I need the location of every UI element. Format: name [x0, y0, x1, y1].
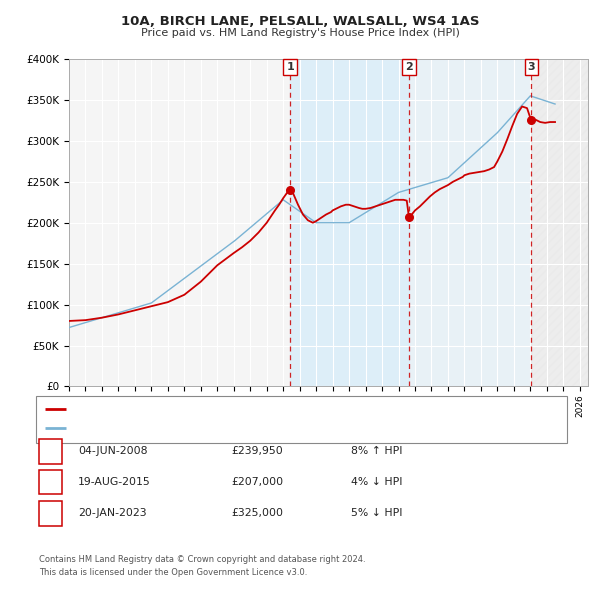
- Text: 19-AUG-2015: 19-AUG-2015: [78, 477, 151, 487]
- Bar: [409, 59, 531, 386]
- Text: 1: 1: [286, 62, 294, 72]
- Text: £239,950: £239,950: [231, 447, 283, 456]
- Text: 20-JAN-2023: 20-JAN-2023: [78, 509, 146, 518]
- Text: 3: 3: [47, 509, 54, 518]
- Text: 10A, BIRCH LANE, PELSALL, WALSALL, WS4 1AS: 10A, BIRCH LANE, PELSALL, WALSALL, WS4 1…: [121, 15, 479, 28]
- Text: 2: 2: [405, 62, 413, 72]
- Bar: [531, 59, 588, 386]
- Text: Contains HM Land Registry data © Crown copyright and database right 2024.
This d: Contains HM Land Registry data © Crown c…: [39, 555, 365, 577]
- Text: £207,000: £207,000: [231, 477, 283, 487]
- Text: 2: 2: [47, 477, 54, 487]
- Text: 1: 1: [47, 447, 54, 456]
- Text: Price paid vs. HM Land Registry's House Price Index (HPI): Price paid vs. HM Land Registry's House …: [140, 28, 460, 38]
- Text: 8% ↑ HPI: 8% ↑ HPI: [351, 447, 403, 456]
- Text: 3: 3: [527, 62, 535, 72]
- Text: £325,000: £325,000: [231, 509, 283, 518]
- Bar: [290, 59, 409, 386]
- Text: 4% ↓ HPI: 4% ↓ HPI: [351, 477, 403, 487]
- Text: 10A, BIRCH LANE, PELSALL, WALSALL, WS4 1AS (detached house): 10A, BIRCH LANE, PELSALL, WALSALL, WS4 1…: [70, 405, 398, 414]
- Text: 5% ↓ HPI: 5% ↓ HPI: [351, 509, 403, 518]
- Text: HPI: Average price, detached house, Walsall: HPI: Average price, detached house, Wals…: [70, 423, 290, 432]
- Text: 04-JUN-2008: 04-JUN-2008: [78, 447, 148, 456]
